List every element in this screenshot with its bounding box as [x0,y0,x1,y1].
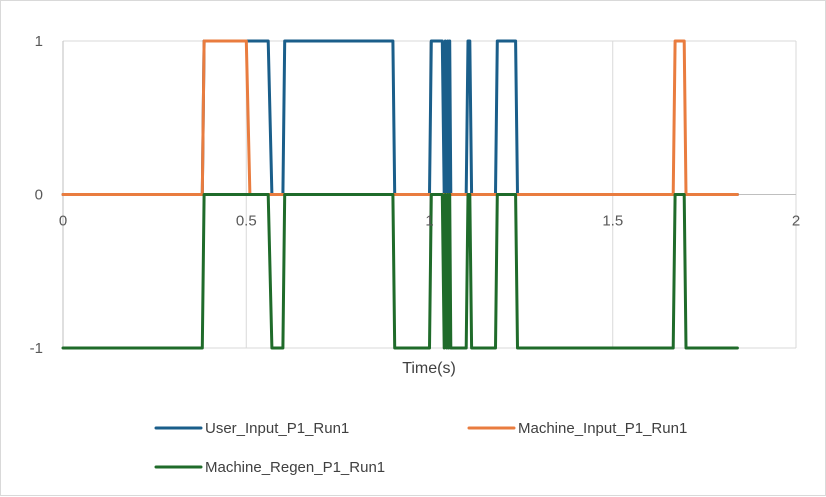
series-line-3 [61,193,739,350]
tick-layer: 1 0 -1 0 0.5 1 1.5 2 [30,33,801,357]
series-line-1 [61,39,739,196]
x-tick-label: 1 [425,213,433,230]
x-tick-label: 2 [792,213,800,230]
series-layer [61,39,739,350]
x-tick-label: 1.5 [602,213,623,230]
y-tick-label: -1 [30,340,43,357]
x-axis-title: Time(s) [402,360,456,377]
x-tick-label: 0.5 [236,213,257,230]
legend: User_Input_P1_Run1 Machine_Input_P1_Run1 M… [154,420,687,476]
y-tick-label: 1 [35,33,43,50]
legend-label: Machine_Regen_P1_Run1 [205,459,385,476]
x-tick-label: 0 [59,213,67,230]
legend-label: Machine_Input_P1_Run1 [518,420,687,437]
legend-label: User_Input_P1_Run1 [205,420,349,437]
series-line-2 [61,39,739,196]
y-tick-label: 0 [35,187,43,204]
